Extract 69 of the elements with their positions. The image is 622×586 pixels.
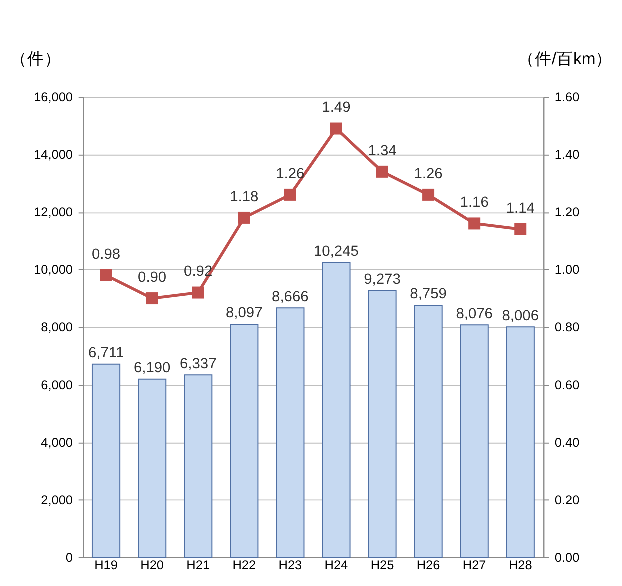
point [422,188,435,201]
y-tick-label: 2,000 [41,492,73,508]
data-label: 1.14 [506,200,535,217]
x-tick-label: H22 [232,558,256,573]
y2-tick-label: 0.00 [554,550,580,565]
point [238,212,250,224]
y2-tick-label: 0.60 [554,377,580,392]
bar [322,262,351,558]
data-label: 0.90 [138,270,167,286]
x-tick-label: H20 [140,558,164,573]
data-label: 1.49 [322,100,351,116]
x-tick-label: H19 [94,558,118,573]
point [146,292,158,305]
bar [506,326,535,558]
point [468,218,481,230]
y-tick-label: 0 [66,550,73,565]
y-tick-label: 12,000 [34,204,73,220]
y2-tick-label: 0.40 [554,434,580,450]
data-label: 1.34 [368,143,397,160]
bar [230,324,259,558]
data-label: 8,759 [410,286,447,303]
y-tick-label: 8,000 [41,320,73,335]
x-tick-label: H21 [186,558,210,573]
data-label: 8,097 [226,306,263,322]
point [100,270,112,282]
data-label: 8,006 [502,308,539,324]
y-tick-label: 10,000 [34,262,73,278]
bar [138,378,167,558]
data-label: 6,711 [88,346,124,362]
y-tick-label: 16,000 [34,90,73,105]
bar [368,290,397,558]
point [376,166,389,178]
y-tick-label: 14,000 [34,147,73,162]
y-tick-label: 6,000 [41,377,73,392]
y2-tick-label: 1.00 [554,262,580,278]
y2-tick-label: 1.60 [554,90,580,105]
y2-axis-title: （件/百km） [518,49,613,68]
x-tick-label: H25 [370,558,394,573]
point [192,286,204,299]
y-axis-title: （件） [10,49,62,68]
data-label: 8,666 [272,289,309,306]
y2-tick-label: 1.40 [554,147,580,162]
point [514,223,527,236]
x-tick-label: H28 [508,558,532,573]
point [284,188,296,201]
bar [276,308,305,558]
y2-tick-label: 0.80 [554,320,580,335]
y2-tick-label: 0.20 [554,492,580,508]
x-tick-label: H24 [324,558,348,573]
bar [184,374,213,558]
data-label: 1.26 [414,166,443,182]
data-label: 0.98 [92,246,121,263]
bar [414,304,443,558]
data-label: 10,245 [314,244,359,260]
x-tick-label: H27 [462,558,486,573]
data-label: 1.18 [230,189,259,206]
data-label: 1.16 [460,195,489,212]
x-tick-label: H23 [278,558,302,573]
point [330,122,342,135]
y-tick-label: 4,000 [41,434,73,450]
data-label: 1.26 [276,166,305,182]
x-tick-label: H26 [416,558,440,573]
data-label: 9,273 [364,272,401,288]
data-label: 6,337 [180,356,217,372]
data-label: 8,076 [456,306,493,322]
data-label: 6,190 [134,360,171,377]
bar [460,324,489,558]
y2-tick-label: 1.20 [554,204,580,220]
bar [92,364,121,558]
